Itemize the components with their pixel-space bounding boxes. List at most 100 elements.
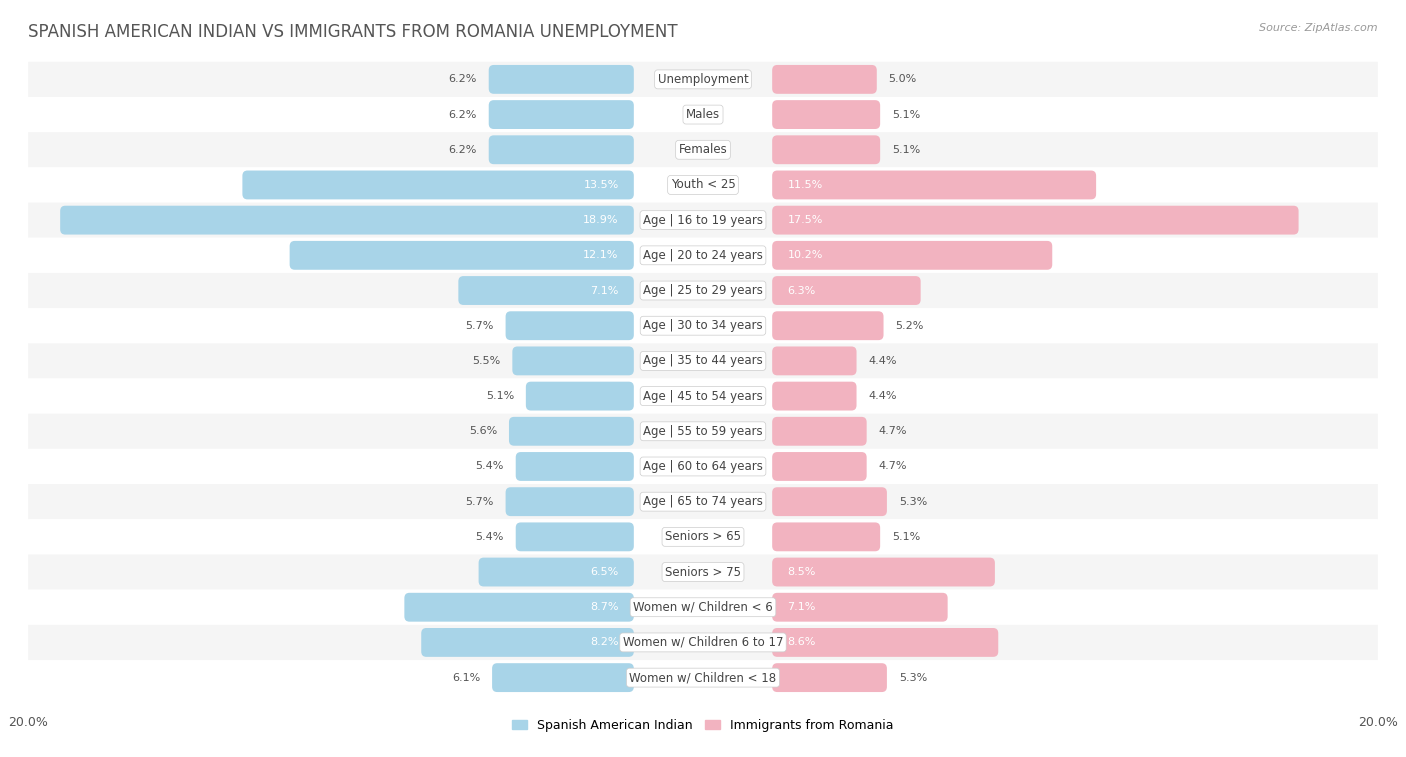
FancyBboxPatch shape: [28, 97, 1378, 132]
Text: 6.3%: 6.3%: [787, 285, 815, 295]
Text: 5.1%: 5.1%: [891, 532, 920, 542]
Text: Females: Females: [679, 143, 727, 156]
FancyBboxPatch shape: [28, 344, 1378, 378]
FancyBboxPatch shape: [489, 65, 634, 94]
Text: 17.5%: 17.5%: [787, 215, 823, 225]
FancyBboxPatch shape: [526, 382, 634, 410]
FancyBboxPatch shape: [28, 554, 1378, 590]
Text: Source: ZipAtlas.com: Source: ZipAtlas.com: [1260, 23, 1378, 33]
FancyBboxPatch shape: [772, 276, 921, 305]
FancyBboxPatch shape: [772, 593, 948, 621]
FancyBboxPatch shape: [506, 311, 634, 340]
FancyBboxPatch shape: [772, 100, 880, 129]
Text: 8.2%: 8.2%: [591, 637, 619, 647]
FancyBboxPatch shape: [772, 452, 866, 481]
FancyBboxPatch shape: [60, 206, 634, 235]
Text: 5.1%: 5.1%: [891, 110, 920, 120]
Text: 4.4%: 4.4%: [869, 356, 897, 366]
Text: 5.2%: 5.2%: [896, 321, 924, 331]
FancyBboxPatch shape: [28, 449, 1378, 484]
Text: 5.5%: 5.5%: [472, 356, 501, 366]
FancyBboxPatch shape: [242, 170, 634, 199]
Text: 5.1%: 5.1%: [486, 391, 515, 401]
FancyBboxPatch shape: [516, 452, 634, 481]
FancyBboxPatch shape: [28, 519, 1378, 554]
Text: 6.5%: 6.5%: [591, 567, 619, 577]
Text: 6.1%: 6.1%: [453, 673, 481, 683]
FancyBboxPatch shape: [28, 590, 1378, 625]
FancyBboxPatch shape: [290, 241, 634, 269]
FancyBboxPatch shape: [509, 417, 634, 446]
FancyBboxPatch shape: [28, 660, 1378, 695]
FancyBboxPatch shape: [28, 378, 1378, 413]
FancyBboxPatch shape: [405, 593, 634, 621]
Text: 5.1%: 5.1%: [891, 145, 920, 154]
Legend: Spanish American Indian, Immigrants from Romania: Spanish American Indian, Immigrants from…: [508, 714, 898, 737]
FancyBboxPatch shape: [772, 170, 1097, 199]
FancyBboxPatch shape: [772, 206, 1299, 235]
FancyBboxPatch shape: [772, 241, 1052, 269]
FancyBboxPatch shape: [458, 276, 634, 305]
Text: 8.7%: 8.7%: [591, 603, 619, 612]
FancyBboxPatch shape: [506, 488, 634, 516]
Text: Seniors > 65: Seniors > 65: [665, 531, 741, 544]
FancyBboxPatch shape: [772, 522, 880, 551]
FancyBboxPatch shape: [772, 136, 880, 164]
FancyBboxPatch shape: [28, 273, 1378, 308]
FancyBboxPatch shape: [772, 382, 856, 410]
Text: 13.5%: 13.5%: [583, 180, 619, 190]
FancyBboxPatch shape: [512, 347, 634, 375]
Text: 8.5%: 8.5%: [787, 567, 815, 577]
Text: 4.7%: 4.7%: [879, 426, 907, 436]
Text: Age | 25 to 29 years: Age | 25 to 29 years: [643, 284, 763, 297]
FancyBboxPatch shape: [28, 203, 1378, 238]
Text: Age | 16 to 19 years: Age | 16 to 19 years: [643, 213, 763, 226]
FancyBboxPatch shape: [516, 522, 634, 551]
Text: Unemployment: Unemployment: [658, 73, 748, 86]
Text: Age | 30 to 34 years: Age | 30 to 34 years: [643, 319, 763, 332]
FancyBboxPatch shape: [772, 311, 883, 340]
Text: 5.4%: 5.4%: [475, 532, 503, 542]
Text: SPANISH AMERICAN INDIAN VS IMMIGRANTS FROM ROMANIA UNEMPLOYMENT: SPANISH AMERICAN INDIAN VS IMMIGRANTS FR…: [28, 23, 678, 41]
Text: 5.0%: 5.0%: [889, 74, 917, 84]
FancyBboxPatch shape: [422, 628, 634, 657]
Text: Age | 45 to 54 years: Age | 45 to 54 years: [643, 390, 763, 403]
Text: Age | 65 to 74 years: Age | 65 to 74 years: [643, 495, 763, 508]
Text: 11.5%: 11.5%: [787, 180, 823, 190]
Text: 5.7%: 5.7%: [465, 497, 494, 506]
FancyBboxPatch shape: [489, 100, 634, 129]
Text: Males: Males: [686, 108, 720, 121]
Text: Women w/ Children < 18: Women w/ Children < 18: [630, 671, 776, 684]
FancyBboxPatch shape: [478, 558, 634, 587]
FancyBboxPatch shape: [772, 347, 856, 375]
Text: 4.7%: 4.7%: [879, 462, 907, 472]
FancyBboxPatch shape: [28, 625, 1378, 660]
Text: Age | 35 to 44 years: Age | 35 to 44 years: [643, 354, 763, 367]
Text: 5.7%: 5.7%: [465, 321, 494, 331]
FancyBboxPatch shape: [489, 136, 634, 164]
FancyBboxPatch shape: [28, 132, 1378, 167]
Text: 5.6%: 5.6%: [470, 426, 498, 436]
Text: Age | 20 to 24 years: Age | 20 to 24 years: [643, 249, 763, 262]
Text: Age | 55 to 59 years: Age | 55 to 59 years: [643, 425, 763, 438]
Text: Women w/ Children 6 to 17: Women w/ Children 6 to 17: [623, 636, 783, 649]
Text: 6.2%: 6.2%: [449, 74, 477, 84]
FancyBboxPatch shape: [772, 488, 887, 516]
FancyBboxPatch shape: [28, 308, 1378, 344]
Text: Seniors > 75: Seniors > 75: [665, 565, 741, 578]
Text: 18.9%: 18.9%: [583, 215, 619, 225]
Text: 6.2%: 6.2%: [449, 145, 477, 154]
Text: 5.4%: 5.4%: [475, 462, 503, 472]
FancyBboxPatch shape: [772, 628, 998, 657]
Text: 12.1%: 12.1%: [583, 251, 619, 260]
Text: 5.3%: 5.3%: [898, 497, 927, 506]
Text: Youth < 25: Youth < 25: [671, 179, 735, 192]
Text: Women w/ Children < 6: Women w/ Children < 6: [633, 601, 773, 614]
Text: 7.1%: 7.1%: [787, 603, 815, 612]
Text: 5.3%: 5.3%: [898, 673, 927, 683]
Text: 10.2%: 10.2%: [787, 251, 823, 260]
FancyBboxPatch shape: [492, 663, 634, 692]
FancyBboxPatch shape: [28, 484, 1378, 519]
Text: 7.1%: 7.1%: [591, 285, 619, 295]
Text: 8.6%: 8.6%: [787, 637, 815, 647]
